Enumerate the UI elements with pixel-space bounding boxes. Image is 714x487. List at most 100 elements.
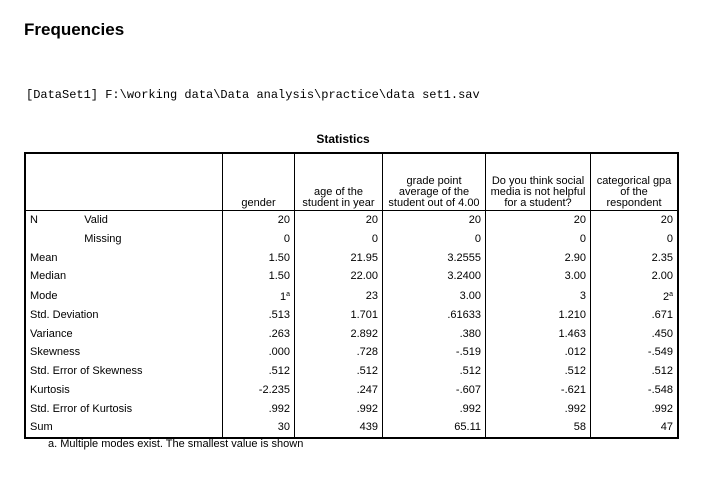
value-cell: 65.11: [382, 417, 486, 438]
value-text: 21.95: [350, 251, 378, 264]
value-text: .512: [268, 365, 290, 378]
value-text: 58: [573, 421, 586, 434]
value-text: 2.90: [564, 251, 586, 264]
value-cell: 439: [294, 417, 383, 438]
value-text: 0: [474, 233, 481, 246]
value-cell: 3.00: [485, 267, 591, 286]
row-label: Kurtosis: [30, 383, 70, 396]
value-cell: 22.00: [294, 267, 383, 286]
value-text: .992: [268, 402, 290, 415]
value-cell: 3: [485, 285, 591, 306]
value-text: 3.2555: [447, 251, 481, 264]
value-text: 0: [579, 233, 586, 246]
value-text: .992: [564, 402, 586, 415]
value-cell: .992: [590, 399, 678, 418]
value-text: 20: [277, 214, 290, 227]
value-cell: 1.701: [294, 305, 383, 325]
value-text: .512: [356, 365, 378, 378]
table-row: Std. Error of Skewness .512 .512 .512 .512 .5…: [25, 361, 678, 381]
value-cell: -.621: [485, 380, 591, 400]
value-text: 1.50: [268, 251, 290, 264]
value-cell: -.519: [382, 343, 486, 362]
value-cell: .450: [590, 324, 678, 344]
value-text: .000: [268, 346, 290, 359]
column-header: categorical gpa of the respondent: [590, 153, 678, 211]
value-cell: .512: [485, 361, 591, 381]
value-cell: .513: [222, 305, 295, 325]
value-text: .992: [356, 402, 378, 415]
value-cell: 30: [222, 417, 295, 438]
value-cell: .61633: [382, 305, 486, 325]
value-cell: 0: [485, 229, 591, 249]
column-header: gender: [222, 153, 295, 211]
value-text: 22.00: [350, 270, 378, 283]
value-text: .992: [459, 402, 481, 415]
value-cell: 20: [485, 210, 591, 230]
value-text: .61633: [447, 309, 481, 322]
value-text: 1.463: [558, 327, 586, 340]
value-text: 47: [660, 421, 673, 434]
value-cell: -.607: [382, 380, 486, 400]
value-cell: .671: [590, 305, 678, 325]
value-cell: 0: [222, 229, 295, 249]
corner-cell: [25, 153, 223, 211]
table-row: Mean 1.50 21.95 3.2555 2.90 2.35: [25, 248, 678, 268]
value-text: .512: [651, 365, 673, 378]
value-cell: .992: [294, 399, 383, 418]
value-text: .263: [268, 327, 290, 340]
value-cell: .512: [590, 361, 678, 381]
value-cell: 20: [382, 210, 486, 230]
column-header: age of the student in year: [294, 153, 383, 211]
table-row: Std. Error of Kurtosis .992 .992 .992 .992 .9…: [25, 399, 678, 418]
value-cell: 3.00: [382, 285, 486, 306]
table-row: Missing 0 0 0 0 0: [25, 229, 678, 249]
row-label: N: [30, 214, 38, 227]
value-text: 20: [365, 214, 378, 227]
table-row: Variance .263 2.892 .380 1.463 .450: [25, 324, 678, 344]
value-text: 23: [365, 289, 378, 302]
column-header: grade point average of the student out o…: [382, 153, 486, 211]
value-cell: 1a: [222, 285, 295, 306]
row-label: Mean: [30, 251, 58, 264]
value-text: 3: [579, 289, 586, 302]
row-label: [25, 230, 80, 249]
value-text: 2.00: [651, 270, 673, 283]
value-text: .512: [564, 365, 586, 378]
value-text: 3.00: [459, 289, 481, 302]
value-cell: .012: [485, 343, 591, 362]
value-text: .728: [356, 346, 378, 359]
page-title: Frequencies: [24, 20, 125, 39]
value-cell: 20: [222, 210, 295, 230]
value-cell: .512: [222, 361, 295, 381]
value-text: 65.11: [454, 421, 481, 434]
value-cell: 1.463: [485, 324, 591, 344]
table-row: Median 1.50 22.00 3.2400 3.00 2.00: [25, 267, 678, 286]
table-row: Std. Deviation .513 1.701 .61633 1.210 .671: [25, 305, 678, 325]
value-cell: .263: [222, 324, 295, 344]
value-text: 20: [573, 214, 586, 227]
caption-text: Statistics: [316, 132, 370, 146]
value-cell: 1.210: [485, 305, 591, 325]
row-label: Mode: [30, 289, 58, 302]
value-text: 20: [468, 214, 481, 227]
value-cell: .992: [382, 399, 486, 418]
value-text: -2.235: [258, 383, 290, 396]
value-cell: 23: [294, 285, 383, 306]
value-cell: 1.50: [222, 248, 295, 268]
value-text: 1.210: [558, 309, 586, 322]
value-text: 1.701: [350, 309, 378, 322]
table-row: N Valid 20 20 20 20 20: [25, 210, 678, 230]
statistics-table: gender age of the student in year grade po…: [24, 152, 679, 439]
value-cell: .512: [294, 361, 383, 381]
value-text: .450: [651, 327, 673, 340]
value-text: 2: [662, 290, 670, 303]
value-cell: .512: [382, 361, 486, 381]
value-cell: 20: [294, 210, 383, 230]
value-cell: 2.00: [590, 267, 678, 286]
value-cell: 21.95: [294, 248, 383, 268]
dataset-path: [DataSet1] F:\working data\Data analysis…: [26, 88, 480, 102]
value-text: .512: [459, 365, 481, 378]
value-cell: 0: [294, 229, 383, 249]
row-sublabel: Valid: [84, 214, 108, 227]
value-text: .012: [564, 346, 586, 359]
